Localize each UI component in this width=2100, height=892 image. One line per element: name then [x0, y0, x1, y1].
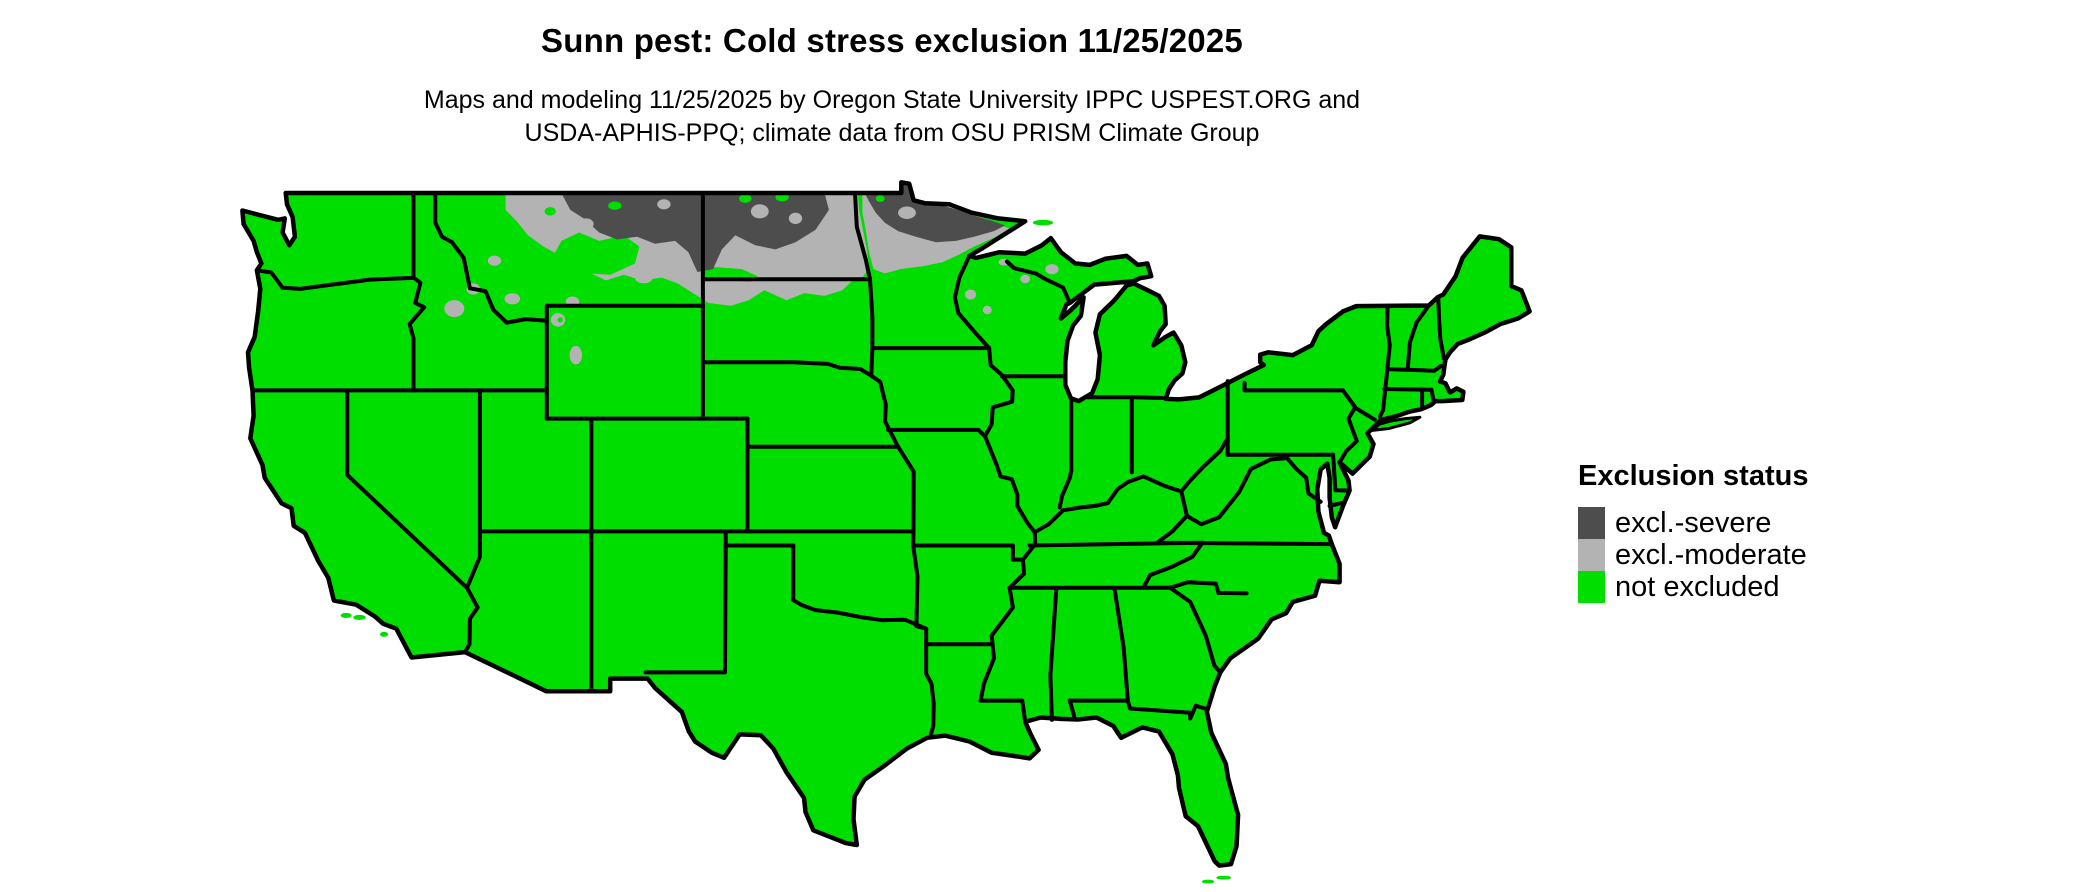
moderate-texture-dot	[750, 204, 769, 219]
state-border-line	[853, 191, 872, 282]
state-border-line	[1004, 259, 1072, 305]
green-texture-dot	[557, 317, 563, 323]
legend-item-severe: excl.-severe	[1578, 507, 1808, 539]
state-border-line	[254, 268, 416, 291]
state-border-line	[345, 388, 469, 590]
moderate-texture-dot	[578, 218, 594, 230]
moderate-speckle	[1045, 264, 1059, 275]
state-border-line	[1112, 585, 1130, 703]
state-border-line	[463, 585, 480, 655]
state-border-line	[1048, 586, 1059, 722]
state-border-line	[1248, 456, 1323, 504]
legend-item-moderate: excl.-moderate	[1578, 539, 1808, 571]
state-border-line	[1387, 363, 1444, 373]
moderate-speckle	[444, 300, 465, 318]
state-border-line	[896, 444, 916, 534]
state-border-line	[1436, 295, 1446, 361]
state-border-line	[1125, 698, 1209, 721]
subtitle-line-1: Maps and modeling 11/25/2025 by Oregon S…	[423, 86, 1361, 114]
state-border-line	[911, 529, 929, 647]
state-border-line	[1057, 396, 1074, 510]
state-border-line	[1067, 698, 1077, 719]
state-border-line	[1429, 387, 1436, 402]
state-border-line	[978, 346, 1038, 703]
state-border-line	[433, 191, 549, 325]
state-border-line	[952, 253, 992, 351]
moderate-speckle	[634, 271, 653, 284]
us-outline	[240, 180, 1532, 868]
legend-item-not-excluded: not excluded	[1578, 571, 1808, 603]
state-border-line	[791, 543, 929, 631]
state-border-line	[1184, 467, 1253, 527]
state-border-line	[407, 191, 427, 393]
legend-label-severe: excl.-severe	[1615, 507, 1772, 539]
state-border-line	[1027, 540, 1205, 548]
green-valley	[552, 232, 640, 275]
state-border-line	[868, 277, 875, 378]
state-borders	[250, 191, 1446, 739]
subtitle-line-2: USDA-APHIS-PPQ; climate data from OSU PR…	[524, 119, 1260, 147]
offshore-island	[1201, 879, 1215, 884]
state-border-line	[1354, 406, 1377, 422]
legend-label-not-excluded: not excluded	[1615, 571, 1780, 603]
state-border-line	[1032, 436, 1230, 535]
green-texture-dot	[875, 195, 885, 203]
green-texture-dot	[608, 201, 622, 210]
moderate-speckle	[964, 289, 977, 300]
state-border-line	[1085, 395, 1165, 400]
long-island	[1371, 415, 1422, 432]
offshore-island	[353, 614, 366, 620]
moderate-speckle	[487, 255, 502, 266]
green-texture-dot	[739, 194, 752, 203]
moderate-speckle	[982, 305, 992, 315]
state-border-line	[1155, 489, 1189, 545]
legend: Exclusion status excl.-severe excl.-mode…	[1578, 460, 1808, 603]
state-border-line	[1405, 303, 1431, 372]
state-border-line	[1331, 452, 1352, 493]
state-border-line	[1382, 387, 1434, 392]
legend-title: Exclusion status	[1578, 460, 1809, 492]
state-border-line	[911, 543, 1025, 562]
page-title: Sunn pest: Cold stress exclusion 11/25/2…	[541, 22, 1243, 59]
state-border-line	[1242, 380, 1345, 393]
offshore-island	[1032, 219, 1054, 226]
offshore-island	[1216, 875, 1232, 880]
legend-swatch-moderate	[1578, 539, 1605, 571]
legend-label-moderate: excl.-moderate	[1615, 539, 1807, 571]
moderate-texture-dot	[657, 199, 671, 210]
green-texture-dot	[544, 207, 556, 216]
state-border-line	[1168, 585, 1222, 674]
moderate-speckle	[504, 293, 521, 305]
state-border-line	[1337, 388, 1359, 465]
moderate-speckle	[1020, 274, 1031, 284]
legend-swatch-severe	[1578, 507, 1605, 539]
state-border-line	[1141, 580, 1249, 596]
moderate-speckle	[569, 345, 583, 365]
state-border-line	[1141, 540, 1205, 590]
state-border-line	[978, 698, 1028, 724]
state-border-line	[886, 427, 987, 439]
state-border-line	[643, 543, 728, 675]
moderate-texture-dot	[788, 212, 803, 225]
offshore-island	[340, 612, 352, 618]
state-border-line	[924, 642, 936, 739]
severe-region	[864, 183, 1006, 243]
offshore-island	[380, 631, 389, 637]
state-border-line	[465, 388, 482, 590]
moderate-texture-dot	[898, 206, 916, 219]
legend-swatch-not-excluded	[1578, 571, 1605, 603]
us-landmass	[242, 182, 1530, 866]
state-border-line	[700, 360, 874, 378]
state-border-line	[1327, 500, 1345, 508]
